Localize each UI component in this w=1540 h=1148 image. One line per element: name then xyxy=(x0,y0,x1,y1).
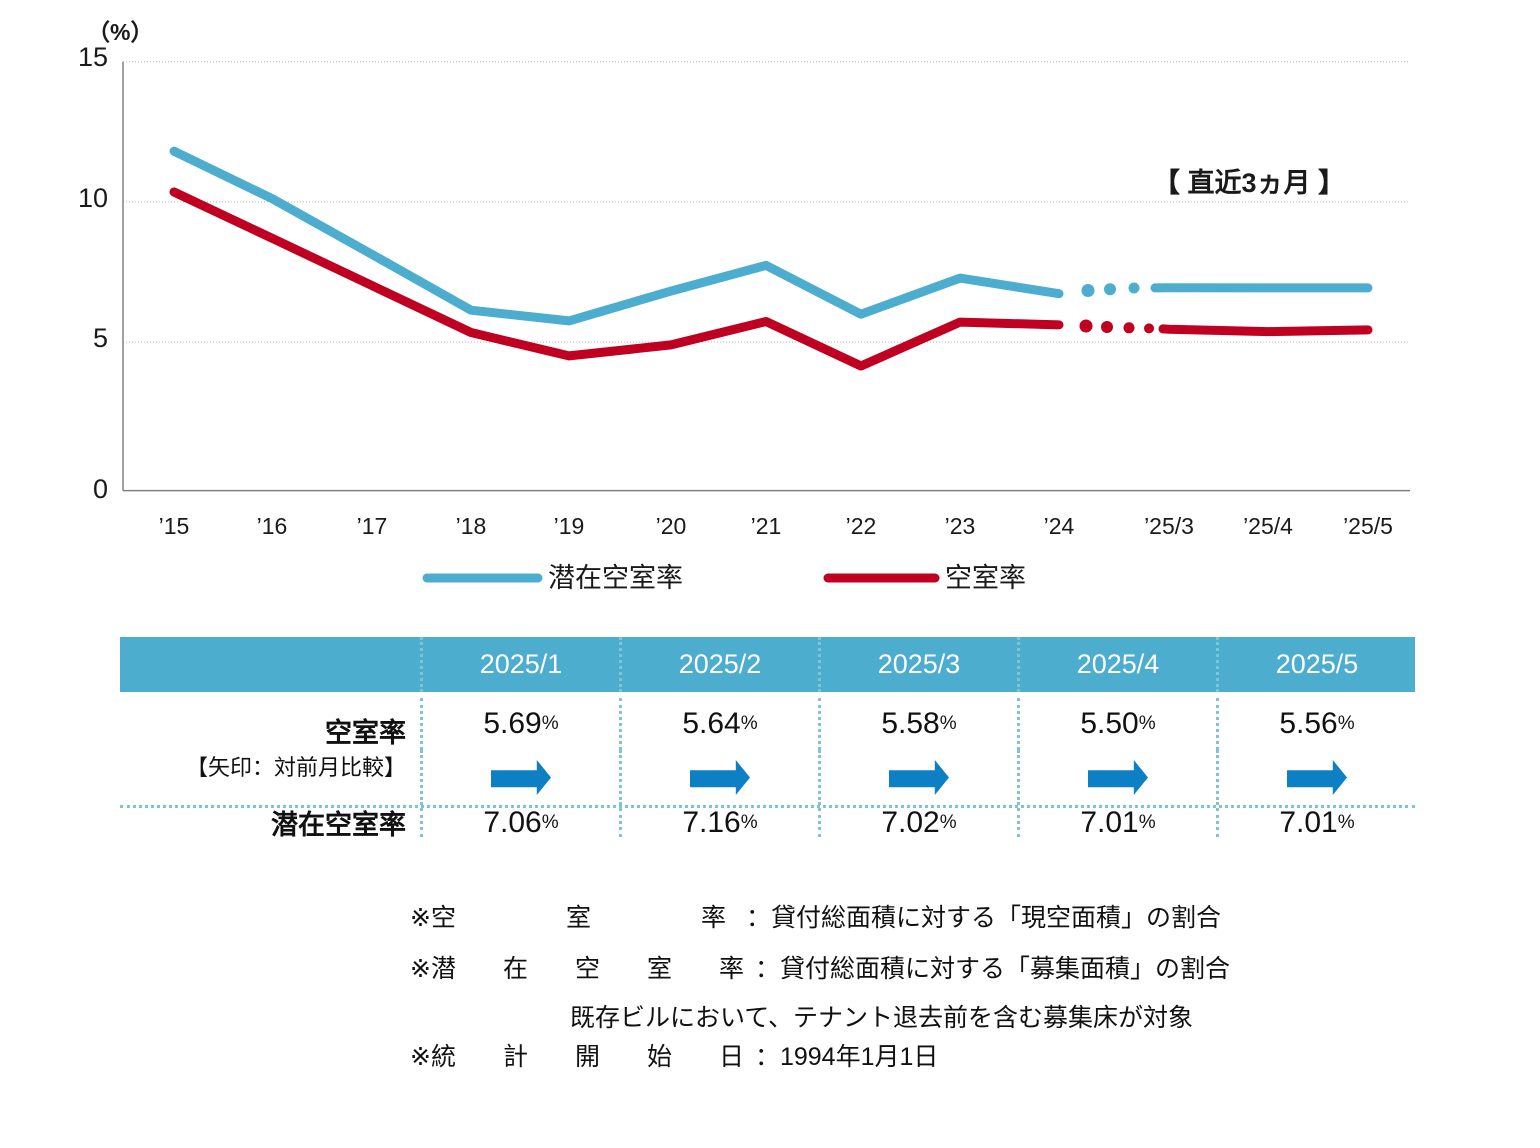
svg-text:15: 15 xyxy=(78,42,108,72)
svg-text:’22: ’22 xyxy=(846,513,877,539)
svg-text:’25/3: ’25/3 xyxy=(1144,513,1194,539)
svg-text:’25/5: ’25/5 xyxy=(1343,513,1393,539)
svg-text:’20: ’20 xyxy=(656,513,687,539)
svg-text:5: 5 xyxy=(93,323,108,353)
svg-text:（%）: （%） xyxy=(87,19,153,45)
svg-text:’23: ’23 xyxy=(945,513,976,539)
svg-text:【 直近3ヵ月 】: 【 直近3ヵ月 】 xyxy=(1153,168,1345,198)
svg-text:’19: ’19 xyxy=(554,513,585,539)
svg-text:’17: ’17 xyxy=(357,513,388,539)
svg-text:0: 0 xyxy=(93,474,108,504)
svg-text:’16: ’16 xyxy=(257,513,288,539)
svg-text:空室率: 空室率 xyxy=(945,563,1026,593)
svg-text:’18: ’18 xyxy=(456,513,487,539)
svg-text:’21: ’21 xyxy=(751,513,782,539)
svg-text:10: 10 xyxy=(78,183,108,213)
svg-text:’25/4: ’25/4 xyxy=(1243,513,1293,539)
svg-text:’15: ’15 xyxy=(159,513,190,539)
svg-text:潜在空室率: 潜在空室率 xyxy=(548,563,683,593)
svg-text:’24: ’24 xyxy=(1044,513,1075,539)
